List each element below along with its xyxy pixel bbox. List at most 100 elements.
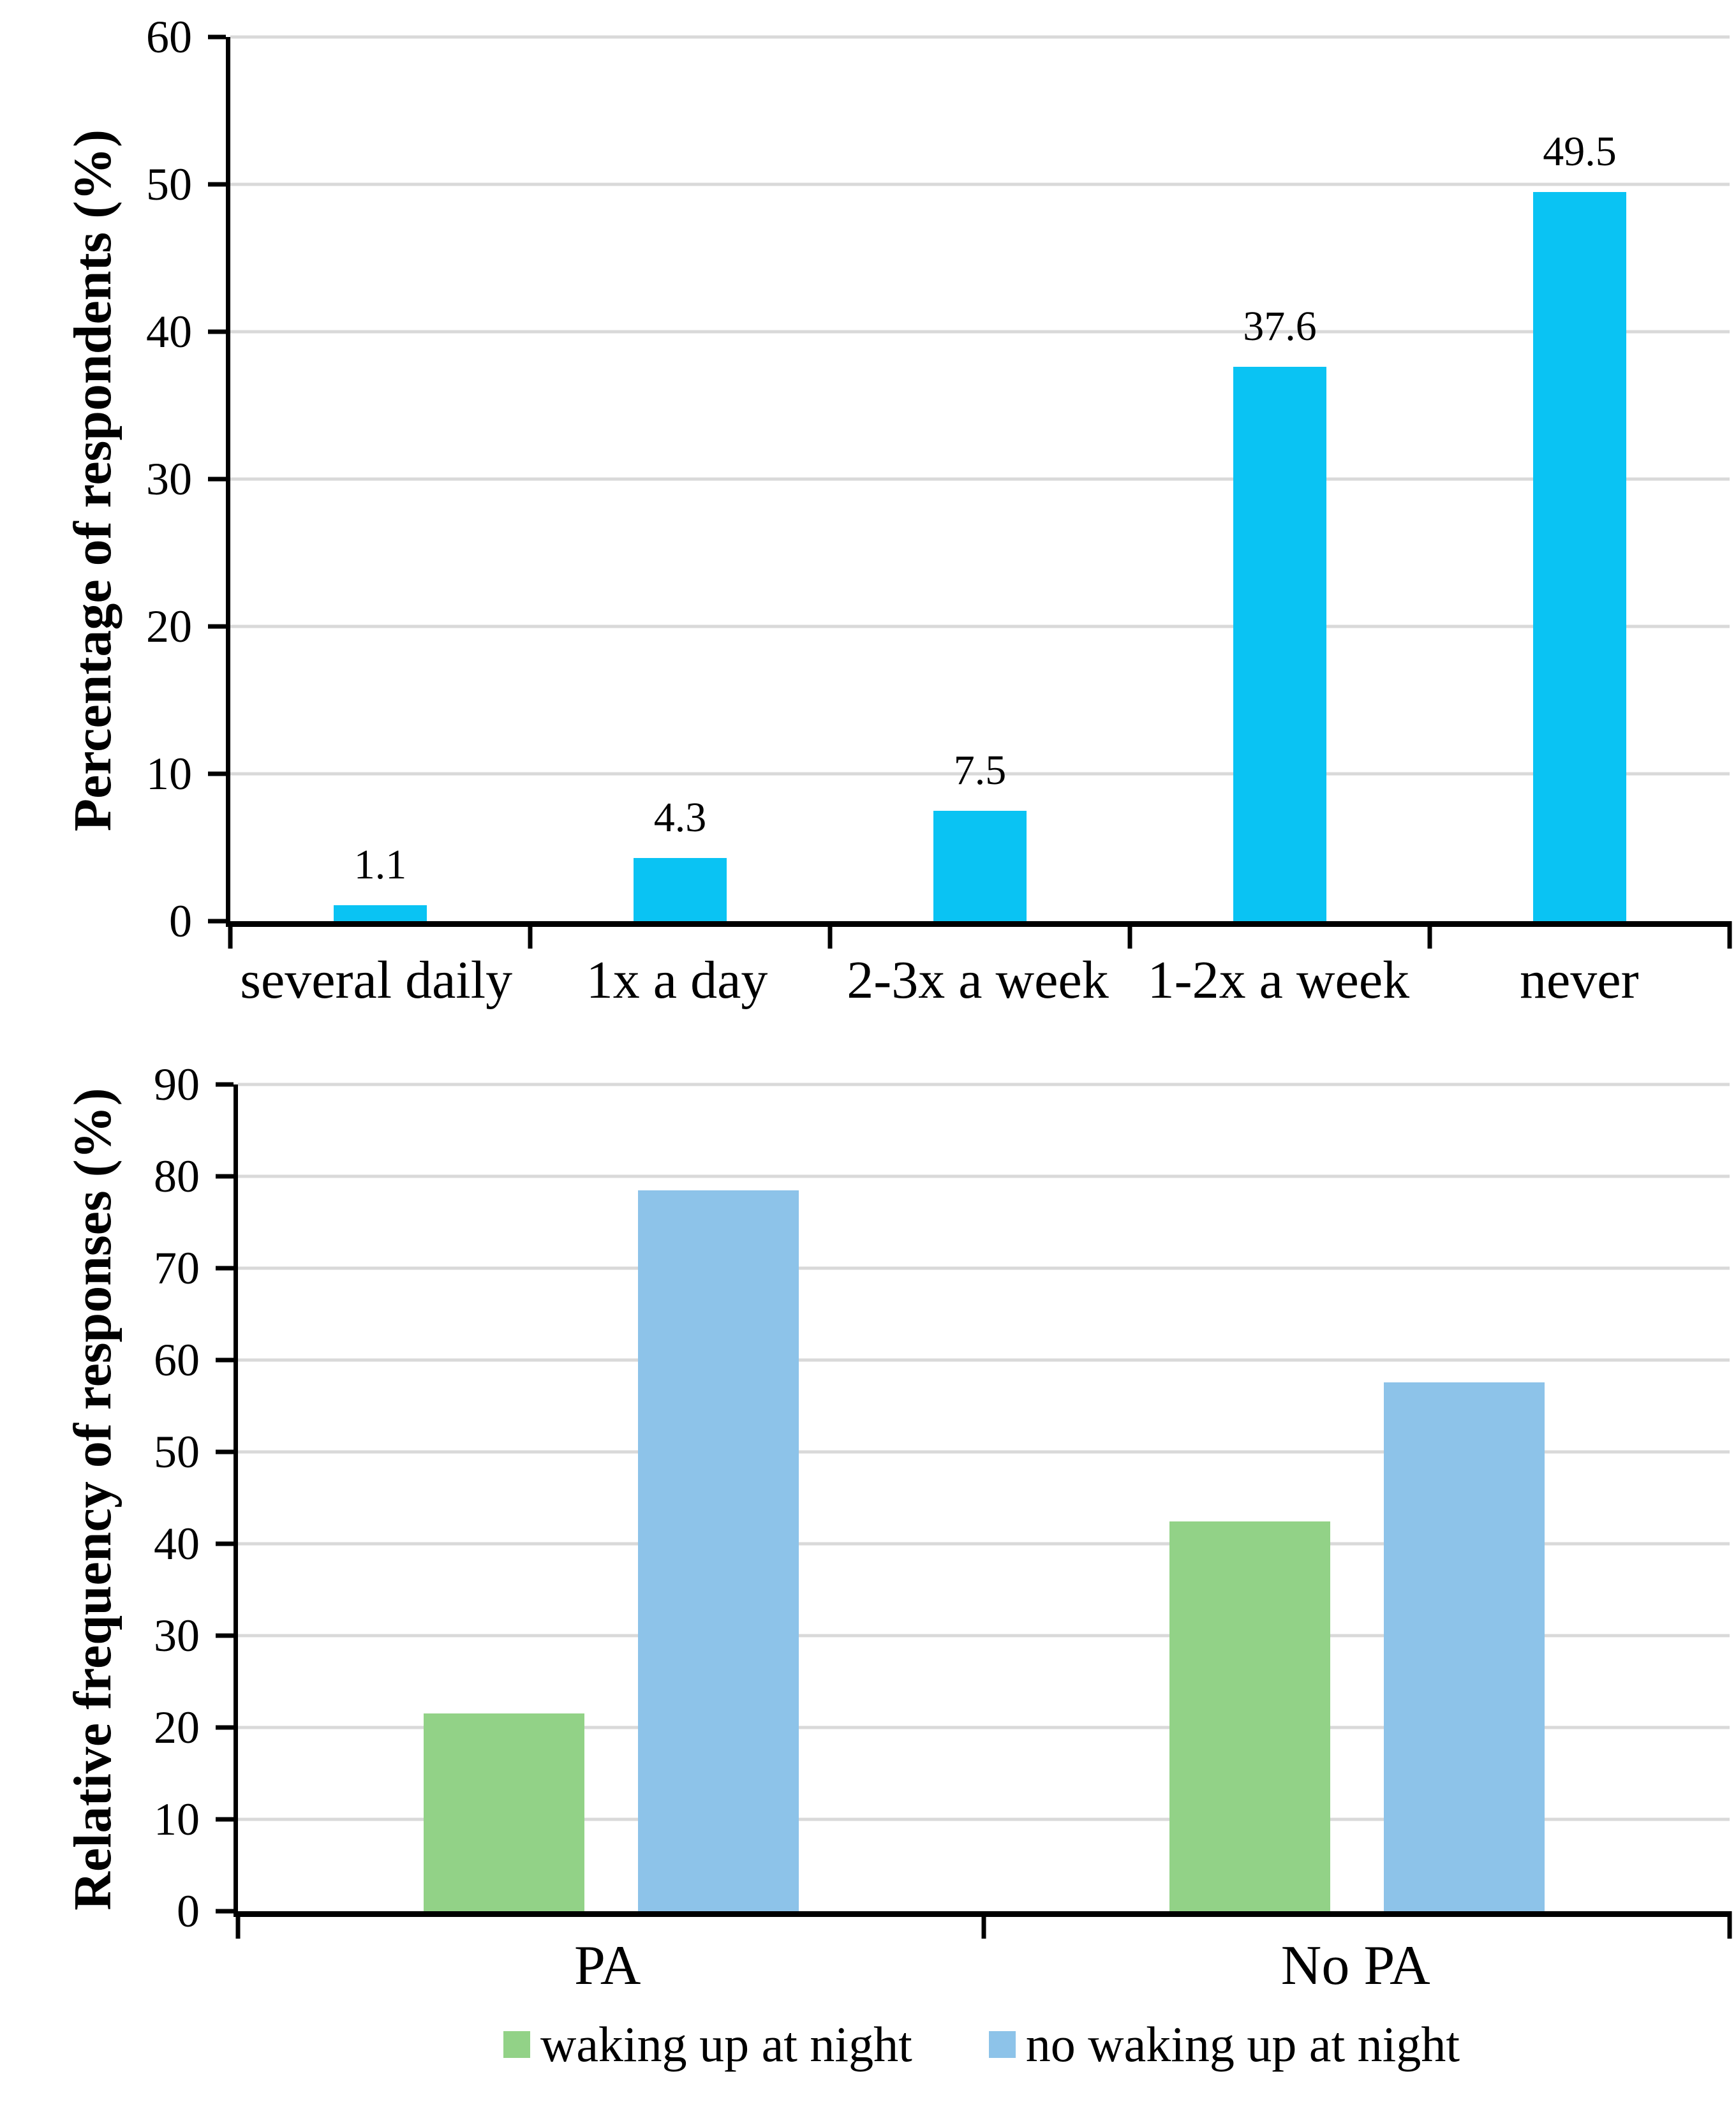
y-tick-50 — [208, 182, 226, 187]
y-tick-10 — [208, 771, 226, 776]
gridline-20 — [230, 625, 1730, 628]
legend-swatch-icon — [503, 2031, 530, 2058]
gridline-20 — [238, 1726, 1730, 1729]
y-tick-70 — [216, 1266, 234, 1271]
y-tick-40 — [216, 1541, 234, 1546]
gridline-50 — [230, 182, 1730, 186]
y-tick-20 — [216, 1725, 234, 1730]
legend-label: no waking up at night — [1025, 2016, 1460, 2072]
gridline-30 — [238, 1634, 1730, 1638]
legend: waking up at night no waking up at night — [234, 2009, 1730, 2080]
x-tick — [1727, 921, 1732, 949]
legend-item: no waking up at night — [988, 2016, 1460, 2072]
y-tick-80 — [216, 1174, 234, 1179]
y-tick-label-60: 60 — [146, 11, 192, 63]
y-tick-label-50: 50 — [146, 159, 192, 210]
bar-value-label: 4.3 — [653, 794, 707, 841]
bar-value-label: 49.5 — [1543, 128, 1617, 175]
category-slot-1-2x a week: 37.6 — [1130, 37, 1430, 921]
gridline-10 — [230, 772, 1730, 776]
gridline-60 — [230, 35, 1730, 39]
y-tick-0 — [208, 919, 226, 924]
bar-value-label: 37.6 — [1243, 303, 1317, 350]
y-tick-label-70: 70 — [154, 1242, 200, 1294]
y-tick-label-30: 30 — [146, 454, 192, 505]
x-tick — [1427, 921, 1432, 949]
bar-no-waking-up-at-night-No PA — [1383, 1382, 1545, 1911]
category-slot-PA — [238, 1084, 984, 1911]
bar-waking-up-at-night-No PA — [1169, 1521, 1330, 1911]
y-tick-label-40: 40 — [146, 306, 192, 357]
category-slot-never: 49.5 — [1430, 37, 1730, 921]
x-axis-label-PA: PA — [574, 1935, 641, 1997]
gridline-90 — [238, 1083, 1730, 1086]
y-tick-label-10: 10 — [154, 1793, 200, 1845]
y-tick-label-60: 60 — [154, 1335, 200, 1386]
x-axis-label-2-3x a week: 2-3x a week — [847, 951, 1109, 1010]
top-y-axis-tick-labels: 0 10 20 30 40 50 60 — [0, 14, 192, 944]
legend-item: waking up at night — [503, 2020, 912, 2069]
bar-value-label: 7.5 — [953, 746, 1007, 794]
y-tick-60 — [208, 34, 226, 40]
bottom-y-axis-tick-labels: 0 10 20 30 40 50 60 70 80 90 — [0, 1062, 200, 1934]
gridline-50 — [238, 1450, 1730, 1454]
bar-1-2x a week — [1233, 367, 1326, 921]
bar-no-waking-up-at-night-PA — [637, 1190, 799, 1911]
x-tick — [228, 921, 233, 949]
bar-1x a day — [634, 857, 727, 921]
y-tick-label-20: 20 — [154, 1702, 200, 1753]
y-tick-60 — [216, 1357, 234, 1363]
y-tick-30 — [208, 477, 226, 482]
gridline-60 — [238, 1358, 1730, 1362]
y-tick-0 — [216, 1909, 234, 1914]
y-tick-40 — [208, 329, 226, 334]
y-tick-label-0: 0 — [177, 1886, 200, 1937]
bar-never — [1533, 191, 1626, 921]
y-tick-label-40: 40 — [154, 1518, 200, 1569]
gridline-80 — [238, 1174, 1730, 1178]
y-tick-90 — [216, 1082, 234, 1087]
category-slot-several daily: 1.1 — [230, 37, 530, 921]
legend-label: waking up at night — [540, 2016, 912, 2072]
x-tick — [235, 1911, 241, 1939]
category-slot-1x a day: 4.3 — [530, 37, 830, 921]
y-tick-label-10: 10 — [146, 748, 192, 799]
y-tick-50 — [216, 1449, 234, 1454]
y-tick-label-20: 20 — [146, 601, 192, 652]
gridline-70 — [238, 1266, 1730, 1270]
y-tick-20 — [208, 624, 226, 629]
x-axis-label-1-2x a week: 1-2x a week — [1147, 951, 1410, 1010]
top-y-axis-title: Percentage of respondents (%) — [63, 129, 122, 832]
y-tick-label-80: 80 — [154, 1150, 200, 1202]
x-axis-label-several daily: several daily — [240, 951, 513, 1010]
x-tick — [528, 921, 533, 949]
x-tick — [1727, 1911, 1732, 1939]
x-tick — [1127, 921, 1132, 949]
gridline-40 — [238, 1542, 1730, 1546]
x-tick — [827, 921, 833, 949]
x-tick — [981, 1911, 986, 1939]
bottom-y-axis-title: Relative frequency of responses (%) — [63, 1088, 122, 1911]
category-slot-No PA — [984, 1084, 1730, 1911]
y-tick-label-50: 50 — [154, 1426, 200, 1477]
gridline-40 — [230, 330, 1730, 334]
y-tick-label-30: 30 — [154, 1610, 200, 1661]
bottom-plot-area — [216, 1082, 1732, 1939]
bar-waking-up-at-night-PA — [423, 1713, 584, 1911]
gridline-30 — [230, 477, 1730, 481]
y-tick-10 — [216, 1817, 234, 1822]
y-tick-30 — [216, 1633, 234, 1638]
top-plot-area: 1.1 4.3 7.5 37.6 49.5 — [208, 34, 1732, 949]
y-tick-label-90: 90 — [154, 1059, 200, 1110]
x-axis-label-No PA: No PA — [1280, 1935, 1430, 1997]
gridline-10 — [238, 1817, 1730, 1821]
bar-2-3x a week — [933, 810, 1027, 921]
x-axis-label-never: never — [1520, 951, 1639, 1010]
bar-several daily — [334, 905, 427, 921]
y-tick-label-0: 0 — [169, 896, 192, 947]
legend-swatch-icon — [988, 2031, 1016, 2058]
category-slot-2-3x a week: 7.5 — [830, 37, 1130, 921]
